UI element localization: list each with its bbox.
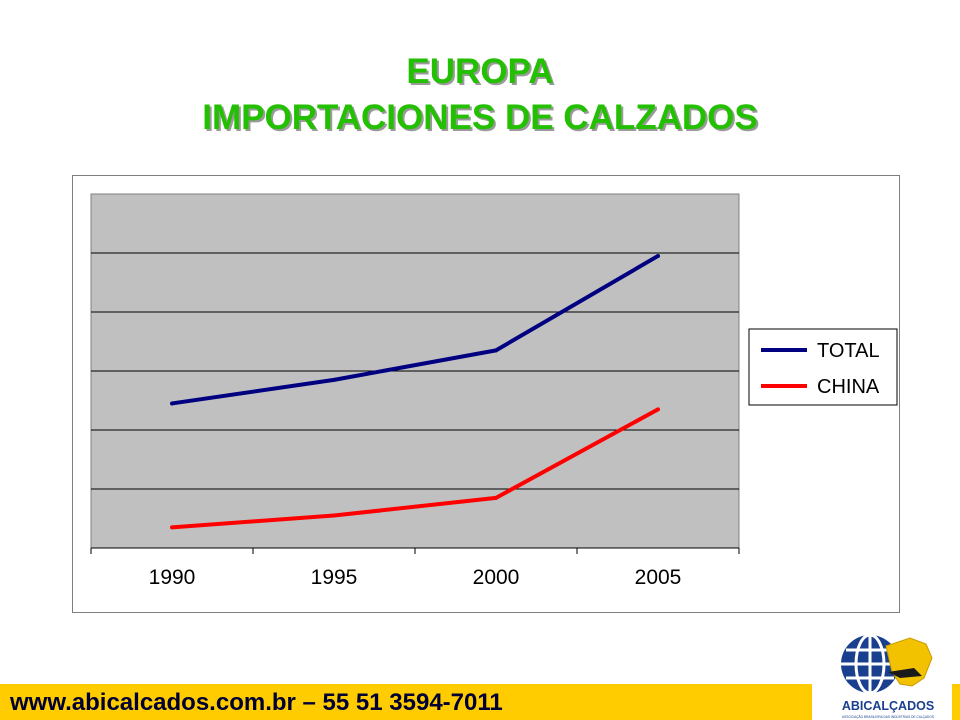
chart-frame: 1990 1995 2000 2005 TOTAL CHINA — [72, 175, 900, 613]
legend-label-total: TOTAL — [817, 340, 880, 362]
footer-bar-right — [952, 684, 960, 720]
title-line-1: EUROPA — [406, 52, 554, 91]
line-chart: 1990 1995 2000 2005 TOTAL CHINA — [90, 193, 898, 589]
legend-label-china: CHINA — [817, 376, 880, 398]
data-point-total — [656, 253, 660, 258]
data-point-china — [332, 513, 336, 518]
abicalcados-logo: ABICALÇADOS ASSOCIAÇÃO BRASILEIRA DAS IN… — [841, 633, 934, 719]
series-line-total — [171, 254, 660, 406]
shoe-icon — [888, 668, 922, 678]
legend — [748, 328, 898, 406]
logo-subtext: ASSOCIAÇÃO BRASILEIRA DAS INDÚSTRIAS DE … — [842, 714, 934, 719]
data-point-total — [494, 348, 498, 353]
footer-contact-text: www.abicalcados.com.br – 55 51 3594-7011 — [10, 689, 503, 716]
x-tick-label-2005: 2005 — [635, 566, 682, 589]
series-line-china — [171, 407, 659, 530]
footer-bar: www.abicalcados.com.br – 55 51 3594-7011 — [0, 684, 812, 720]
x-tick-label-2000: 2000 — [473, 566, 520, 589]
globe-icon — [841, 633, 899, 695]
logo-text: ABICALÇADOS — [842, 699, 934, 713]
data-point-china — [170, 525, 174, 530]
x-tick-label-1990: 1990 — [149, 566, 196, 589]
data-point-china — [656, 407, 660, 412]
data-point-total — [170, 401, 174, 406]
data-point-china — [494, 495, 498, 500]
data-point-total — [332, 377, 336, 382]
title-line-2: IMPORTACIONES DE CALZADOS — [202, 98, 758, 137]
x-tick-label-1995: 1995 — [311, 566, 358, 589]
